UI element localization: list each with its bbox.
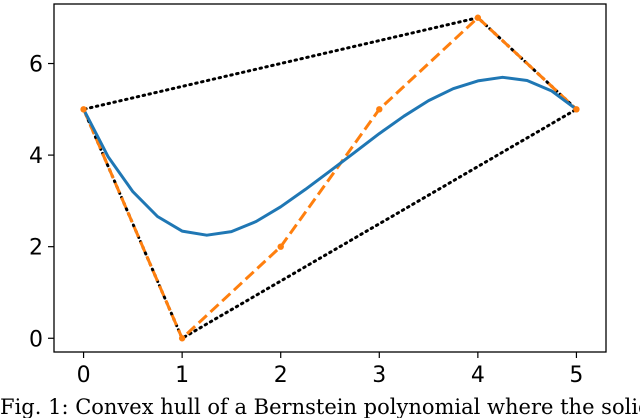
x-tick-label: 2: [274, 363, 288, 388]
convex-hull-line: [82, 16, 579, 341]
control-point: [573, 106, 580, 113]
control-point: [376, 106, 383, 113]
control-point: [80, 106, 87, 113]
y-tick-label: 2: [29, 236, 43, 261]
x-tick-label: 4: [471, 363, 485, 388]
bernstein-curve-line: [82, 75, 578, 237]
x-tick-label: 1: [175, 363, 189, 388]
plot-frame: [53, 3, 607, 353]
y-tick-label: 6: [29, 53, 43, 78]
y-tick-label: 0: [29, 327, 43, 352]
figure-caption: Fig. 1: Convex hull of a Bernstein polyn…: [0, 395, 640, 418]
control-point: [178, 335, 186, 342]
control-point: [474, 14, 482, 21]
x-tick-label: 3: [372, 363, 386, 388]
y-tick-label: 4: [29, 144, 43, 169]
x-tick-label: 5: [569, 363, 583, 388]
control-point: [277, 243, 284, 250]
x-tick-label: 0: [77, 363, 91, 388]
control-polygon-line: [82, 16, 578, 340]
